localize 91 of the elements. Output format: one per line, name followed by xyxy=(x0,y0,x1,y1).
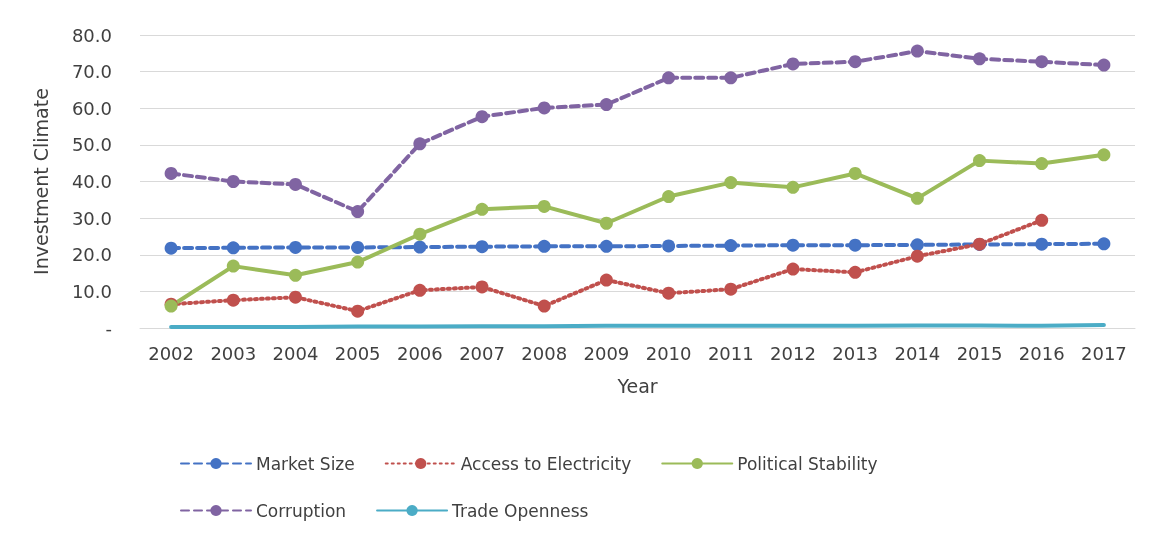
y-tick-label: 20.0 xyxy=(71,244,112,266)
point xyxy=(1035,237,1049,251)
point xyxy=(288,290,302,304)
point xyxy=(599,216,613,230)
point xyxy=(475,240,489,254)
point xyxy=(786,57,800,71)
point xyxy=(724,176,738,190)
point xyxy=(288,177,302,191)
point xyxy=(848,55,862,69)
y-tick-label: 30.0 xyxy=(71,207,112,229)
legend-label: Trade Openness xyxy=(451,500,589,521)
point xyxy=(351,255,365,269)
point xyxy=(413,240,427,254)
point xyxy=(475,202,489,216)
y-tick-label: 70.0 xyxy=(71,61,112,83)
x-axis-title: Year xyxy=(616,374,658,397)
x-tick-label: 2012 xyxy=(770,342,816,364)
point xyxy=(288,240,302,254)
point xyxy=(786,238,800,252)
point xyxy=(599,239,613,253)
y-tick-label: 60.0 xyxy=(71,97,112,119)
x-tick-label: 2006 xyxy=(396,342,443,364)
point xyxy=(599,273,613,287)
point xyxy=(1035,157,1049,171)
y-tick-label: - xyxy=(105,317,112,339)
x-tick-label: 2009 xyxy=(583,342,630,364)
point xyxy=(413,283,427,297)
point xyxy=(848,166,862,180)
legend-label: Political Stability xyxy=(737,453,878,474)
point xyxy=(910,191,924,205)
x-tick-label: 2008 xyxy=(521,342,568,364)
point xyxy=(599,98,613,112)
point xyxy=(973,52,987,66)
x-tick-label: 2010 xyxy=(645,342,692,364)
point xyxy=(910,249,924,263)
y-tick-label: 10.0 xyxy=(71,280,112,302)
point xyxy=(724,239,738,253)
point xyxy=(164,166,178,180)
point xyxy=(226,175,240,188)
point xyxy=(1035,55,1049,69)
x-tick-label: 2017 xyxy=(1081,342,1127,364)
point xyxy=(1097,58,1111,72)
point xyxy=(786,262,800,276)
x-tick-label: 2007 xyxy=(459,342,505,364)
point xyxy=(662,190,676,204)
y-tick-label: 80.0 xyxy=(71,24,112,46)
point xyxy=(288,268,302,282)
point xyxy=(226,293,240,307)
x-tick-label: 2005 xyxy=(334,342,381,364)
point xyxy=(226,259,240,273)
point xyxy=(910,44,924,58)
x-tick-label: 2002 xyxy=(148,342,194,364)
point xyxy=(724,71,738,85)
point xyxy=(910,238,924,252)
point xyxy=(537,299,551,313)
point xyxy=(537,199,551,213)
point xyxy=(537,101,551,115)
y-axis-title: Investment Climate xyxy=(29,88,52,275)
point xyxy=(413,227,427,241)
x-tick-label: 2004 xyxy=(272,342,319,364)
point xyxy=(475,280,489,294)
legend-label: Access to Electricity xyxy=(460,453,632,474)
point xyxy=(413,137,427,151)
x-tick-label: 2016 xyxy=(1018,342,1065,364)
point xyxy=(351,240,365,254)
point xyxy=(724,282,738,296)
x-tick-label: 2011 xyxy=(707,342,754,364)
point xyxy=(351,304,365,318)
point xyxy=(786,180,800,194)
point xyxy=(1035,213,1049,227)
point xyxy=(1097,148,1111,162)
y-tick-label: 40.0 xyxy=(71,171,112,192)
x-tick-label: 2003 xyxy=(210,342,257,364)
legend-label: Market Size xyxy=(256,453,355,474)
point xyxy=(475,110,489,124)
point xyxy=(1097,237,1111,251)
point xyxy=(351,205,365,219)
x-tick-label: 2015 xyxy=(956,342,1003,364)
x-tick-label: 2014 xyxy=(894,342,941,364)
point xyxy=(164,241,178,255)
point xyxy=(662,239,676,253)
point xyxy=(537,239,551,253)
point xyxy=(662,71,676,85)
point xyxy=(226,241,240,255)
y-tick-label: 50.0 xyxy=(71,134,112,156)
point xyxy=(848,265,862,279)
x-tick-label: 2013 xyxy=(832,342,879,364)
point xyxy=(973,154,987,168)
legend-label: Corruption xyxy=(256,500,347,521)
point xyxy=(848,238,862,252)
point xyxy=(662,286,676,300)
